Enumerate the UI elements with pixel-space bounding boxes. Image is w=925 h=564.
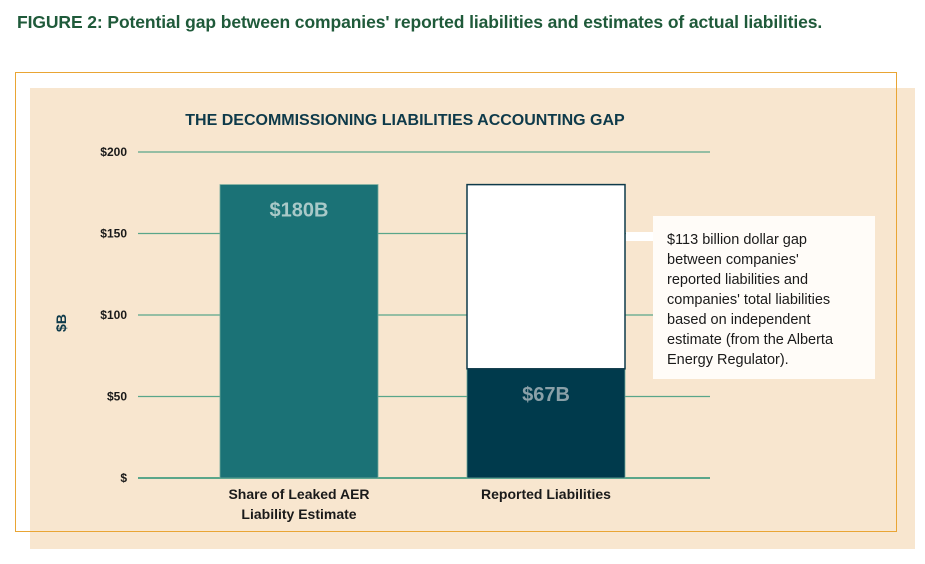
bars: $180B $67B xyxy=(219,183,626,479)
y-tick-label: $200 xyxy=(100,145,127,159)
y-tick-label: $150 xyxy=(100,227,127,241)
y-tick-labels: $ $50 $100 $150 $200 xyxy=(100,145,127,485)
annotation-line: companies' total liabilities xyxy=(667,292,831,308)
bar xyxy=(466,368,626,479)
figure-frame xyxy=(15,72,897,532)
y-tick-label: $100 xyxy=(100,308,127,322)
data-label: $67B xyxy=(522,384,570,406)
figure-title: FIGURE 2: Potential gap between companie… xyxy=(17,12,823,32)
category-label: Share of Leaked AER xyxy=(228,486,369,502)
annotation-line: reported liabilities and xyxy=(667,272,809,288)
annotation-connector xyxy=(626,232,656,241)
y-tick-label: $50 xyxy=(107,390,127,404)
category-label: Liability Estimate xyxy=(241,506,356,522)
annotation-line: $113 billion dollar gap xyxy=(667,232,808,248)
data-label: $180B xyxy=(270,200,329,222)
annotation-line: estimate (from the Alberta xyxy=(667,332,834,348)
annotation-line: Energy Regulator). xyxy=(667,352,789,368)
y-axis-label: $B xyxy=(53,314,69,332)
chart-title: THE DECOMMISSIONING LIABILITIES ACCOUNTI… xyxy=(185,112,625,129)
gap-annotation: $113 billion dollar gap between companie… xyxy=(653,216,875,379)
annotation-line: between companies' xyxy=(667,252,799,268)
bar xyxy=(219,184,379,479)
annotation-line: based on independent xyxy=(667,312,811,328)
category-labels: Share of Leaked AER Liability Estimate Rep… xyxy=(228,486,611,522)
y-tick-label: $ xyxy=(120,471,127,485)
category-label: Reported Liabilities xyxy=(481,486,611,502)
bar-gap-segment xyxy=(466,183,626,370)
